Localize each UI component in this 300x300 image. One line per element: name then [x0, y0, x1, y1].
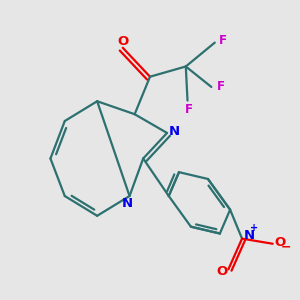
Text: F: F	[217, 80, 225, 93]
Text: N: N	[243, 229, 254, 242]
Text: F: F	[219, 34, 227, 47]
Text: F: F	[185, 103, 193, 116]
Text: O: O	[274, 236, 285, 248]
Text: O: O	[216, 265, 227, 278]
Text: O: O	[117, 35, 128, 48]
Text: −: −	[281, 241, 292, 254]
Text: N: N	[169, 125, 180, 138]
Text: +: +	[250, 224, 258, 233]
Text: N: N	[121, 197, 132, 210]
